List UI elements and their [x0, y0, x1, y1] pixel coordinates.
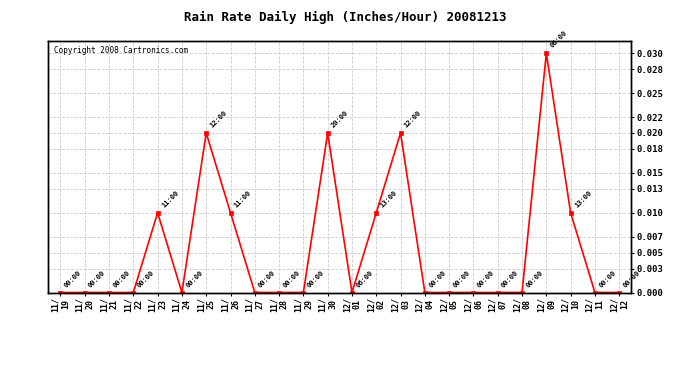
Text: 11:00: 11:00	[160, 189, 179, 209]
Text: 12:00: 12:00	[404, 110, 422, 129]
Text: 20:00: 20:00	[331, 110, 350, 129]
Text: 06:00: 06:00	[355, 269, 374, 288]
Text: 11:00: 11:00	[233, 189, 253, 209]
Text: 00:00: 00:00	[428, 269, 447, 288]
Text: 00:00: 00:00	[525, 269, 544, 288]
Text: Rain Rate Daily High (Inches/Hour) 20081213: Rain Rate Daily High (Inches/Hour) 20081…	[184, 11, 506, 24]
Text: Copyright 2008 Cartronics.com: Copyright 2008 Cartronics.com	[54, 46, 188, 55]
Text: 00:00: 00:00	[112, 269, 131, 288]
Text: 00:00: 00:00	[282, 269, 301, 288]
Text: 00:00: 00:00	[185, 269, 204, 288]
Text: 00:00: 00:00	[476, 269, 495, 288]
Text: 12:00: 12:00	[209, 110, 228, 129]
Text: 00:00: 00:00	[622, 269, 641, 288]
Text: 00:00: 00:00	[88, 269, 107, 288]
Text: 13:00: 13:00	[573, 189, 593, 209]
Text: 00:00: 00:00	[257, 269, 277, 288]
Text: 00:00: 00:00	[598, 269, 617, 288]
Text: 00:00: 00:00	[500, 269, 520, 288]
Text: 06:00: 06:00	[549, 30, 569, 49]
Text: 00:00: 00:00	[136, 269, 155, 288]
Text: 13:00: 13:00	[379, 189, 398, 209]
Text: 00:00: 00:00	[306, 269, 326, 288]
Text: 00:00: 00:00	[452, 269, 471, 288]
Text: 00:00: 00:00	[63, 269, 83, 288]
